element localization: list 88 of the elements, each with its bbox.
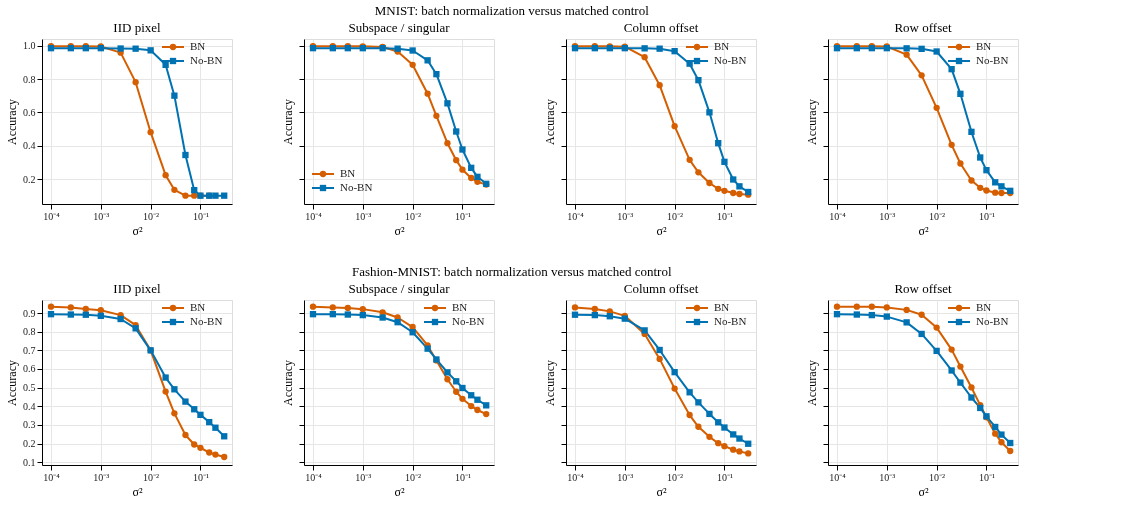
legend-label: BN	[190, 301, 206, 313]
y-tick-label: 0.8	[23, 326, 36, 338]
x-axis-title: σ²	[656, 223, 667, 238]
legend-label: BN	[452, 301, 468, 313]
legend-label: BN	[340, 167, 356, 179]
legend-label: No-BN	[190, 315, 223, 327]
legend-label: BN	[976, 40, 992, 52]
y-tick-label: 0.6	[23, 363, 36, 375]
x-tick-label: 10⁻¹	[454, 471, 471, 483]
legend-label: No-BN	[340, 181, 373, 193]
x-axis-title: σ²	[132, 484, 143, 499]
x-axis-title: σ²	[394, 223, 405, 238]
x-tick-label: 10⁻⁴	[43, 210, 61, 222]
legend-label: BN	[976, 301, 992, 313]
x-tick-label: 10⁻²	[667, 210, 684, 222]
legend-label: BN	[714, 301, 730, 313]
x-tick-label: 10⁻³	[93, 471, 110, 483]
x-tick-label: 10⁻⁴	[829, 210, 847, 222]
y-tick-label: 0.2	[23, 173, 36, 185]
legend-label: No-BN	[976, 54, 1009, 66]
y-tick-label: 0.9	[23, 307, 36, 319]
y-tick-label: 0.7	[23, 344, 36, 356]
chart-title: IID pixel	[113, 281, 162, 296]
chart-title: Subspace / singular	[348, 20, 451, 35]
y-axis-title: Accuracy	[805, 99, 819, 145]
x-tick-label: 10⁻³	[879, 210, 896, 222]
x-tick-label: 10⁻³	[93, 210, 110, 222]
legend-label: No-BN	[714, 54, 747, 66]
y-axis-title: Accuracy	[5, 360, 19, 406]
x-tick-label: 10⁻⁴	[43, 471, 61, 483]
x-tick-label: 10⁻⁴	[305, 471, 323, 483]
legend-label: No-BN	[714, 315, 747, 327]
x-tick-label: 10⁻²	[143, 471, 160, 483]
x-tick-label: 10⁻¹	[978, 210, 995, 222]
x-tick-label: 10⁻²	[929, 210, 946, 222]
x-tick-label: 10⁻⁴	[829, 471, 847, 483]
x-tick-label: 10⁻⁴	[567, 471, 585, 483]
x-tick-label: 10⁻³	[617, 210, 634, 222]
x-tick-label: 10⁻¹	[454, 210, 471, 222]
x-tick-label: 10⁻¹	[716, 471, 733, 483]
x-tick-label: 10⁻²	[405, 471, 422, 483]
x-axis-title: σ²	[656, 484, 667, 499]
x-tick-label: 10⁻³	[355, 210, 372, 222]
x-axis-title: σ²	[918, 223, 929, 238]
x-tick-label: 10⁻²	[143, 210, 160, 222]
y-axis-title: Accuracy	[281, 360, 295, 406]
legend-label: No-BN	[452, 315, 485, 327]
y-tick-label: 0.8	[23, 73, 36, 85]
chart-title: Column offset	[623, 20, 699, 35]
y-tick-label: 0.3	[23, 419, 36, 431]
x-tick-label: 10⁻³	[355, 471, 372, 483]
legend-label: No-BN	[976, 315, 1009, 327]
y-axis-title: Accuracy	[805, 360, 819, 406]
x-tick-label: 10⁻¹	[716, 210, 733, 222]
chart-title: Column offset	[623, 281, 699, 296]
chart-title: Row offset	[894, 20, 952, 35]
text: Fashion-MNIST: batch normalization versus matched control	[351, 263, 672, 279]
x-tick-label: 10⁻²	[667, 471, 684, 483]
x-tick-label: 10⁻³	[617, 471, 634, 483]
y-tick-label: 1.0	[23, 40, 36, 52]
y-tick-label: 0.1	[23, 456, 36, 468]
x-tick-label: 10⁻²	[405, 210, 422, 222]
y-tick-label: 0.4	[23, 140, 36, 152]
chart-title: Row offset	[894, 281, 952, 296]
x-tick-label: 10⁻²	[929, 471, 946, 483]
y-tick-label: 0.2	[23, 438, 36, 450]
y-tick-label: 0.4	[23, 400, 36, 412]
chart-title: Subspace / singular	[348, 281, 451, 296]
y-tick-label: 0.6	[23, 106, 36, 118]
y-axis-title: Accuracy	[5, 99, 19, 145]
x-axis-title: σ²	[394, 484, 405, 499]
x-tick-label: 10⁻¹	[192, 210, 209, 222]
y-axis-title: Accuracy	[543, 99, 557, 145]
y-axis-title: Accuracy	[281, 99, 295, 145]
y-tick-label: 0.5	[23, 382, 36, 394]
x-axis-title: σ²	[918, 484, 929, 499]
x-tick-label: 10⁻⁴	[305, 210, 323, 222]
x-axis-title: σ²	[132, 223, 143, 238]
legend-label: No-BN	[190, 54, 223, 66]
legend-label: BN	[714, 40, 730, 52]
text: MNIST: batch normalization versus matched control	[374, 2, 650, 18]
x-tick-label: 10⁻¹	[978, 471, 995, 483]
chart-title: IID pixel	[113, 20, 162, 35]
x-tick-label: 10⁻¹	[192, 471, 209, 483]
legend-label: BN	[190, 40, 206, 52]
y-axis-title: Accuracy	[543, 360, 557, 406]
x-tick-label: 10⁻³	[879, 471, 896, 483]
x-tick-label: 10⁻⁴	[567, 210, 585, 222]
